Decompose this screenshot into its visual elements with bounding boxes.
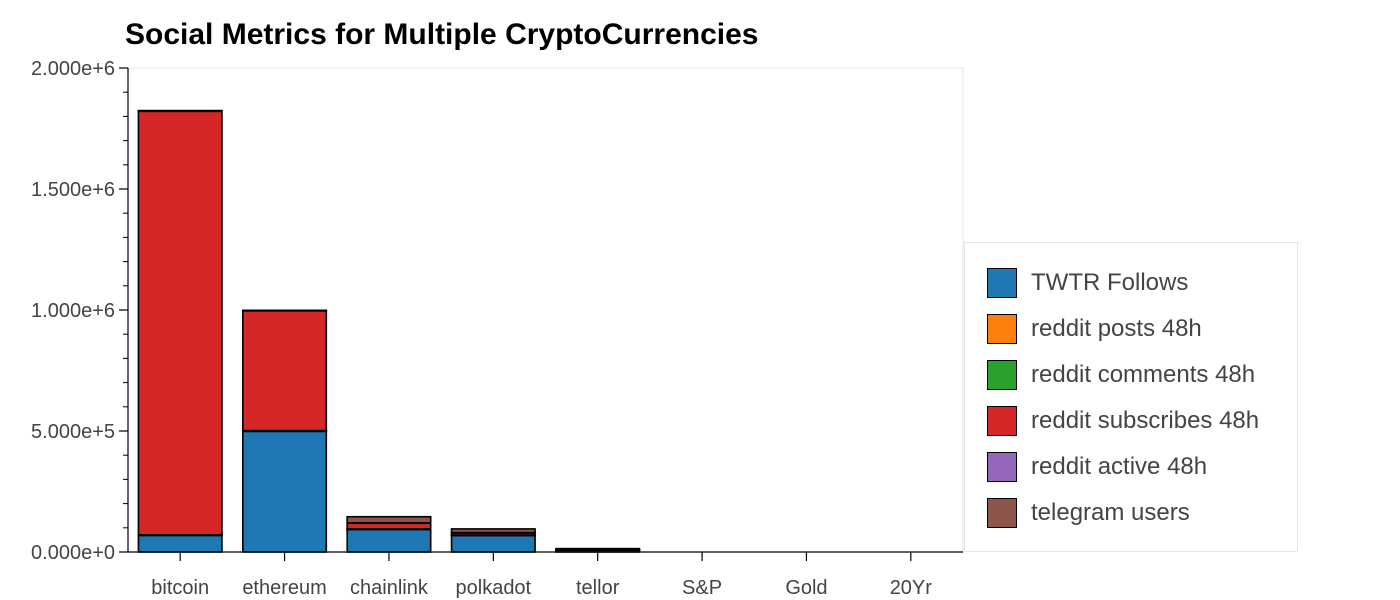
x-tick-label: polkadot bbox=[456, 577, 532, 599]
legend-item: reddit comments 48h bbox=[987, 358, 1255, 392]
bar-segment-tellor-5 bbox=[555, 547, 641, 551]
chart-title: Social Metrics for Multiple CryptoCurren… bbox=[125, 18, 759, 51]
bar-segment-bitcoin-3 bbox=[137, 110, 223, 536]
legend-item: telegram users bbox=[987, 496, 1190, 530]
x-tick-label: tellor bbox=[576, 577, 620, 599]
legend-label: TWTR Follows bbox=[1031, 269, 1189, 296]
bar-segment-polkadot-0 bbox=[450, 534, 536, 553]
legend-label: reddit active 48h bbox=[1031, 453, 1208, 480]
bar-segment-ethereum-4 bbox=[242, 309, 328, 312]
x-tick-label: S&P bbox=[682, 577, 722, 599]
legend-swatch bbox=[987, 360, 1017, 390]
y-tick-label: 5.000e+5 bbox=[31, 421, 115, 443]
x-tick-label: 20Yr bbox=[890, 577, 933, 599]
chart-legend: TWTR Follows reddit posts 48h reddit comme… bbox=[964, 242, 1298, 552]
legend-label: reddit posts 48h bbox=[1031, 315, 1202, 342]
bar-segment-bitcoin-4 bbox=[137, 109, 223, 113]
y-tick-label: 0.000e+0 bbox=[31, 542, 115, 564]
x-tick-label: bitcoin bbox=[151, 577, 209, 599]
legend-label: telegram users bbox=[1031, 499, 1190, 526]
bar-segment-bitcoin-0 bbox=[137, 534, 223, 553]
legend-swatch bbox=[987, 452, 1017, 482]
x-tick-label: Gold bbox=[785, 577, 827, 599]
x-tick-label: chainlink bbox=[350, 577, 429, 599]
bar-segment-chainlink-0 bbox=[346, 528, 432, 553]
y-tick-label: 1.500e+6 bbox=[31, 179, 115, 201]
bar-segment-polkadot-5 bbox=[450, 528, 536, 534]
legend-swatch bbox=[987, 268, 1017, 298]
bar-segment-ethereum-0 bbox=[242, 430, 328, 553]
legend-item: TWTR Follows bbox=[987, 266, 1188, 300]
legend-swatch bbox=[987, 498, 1017, 528]
bar-segment-chainlink-5 bbox=[346, 515, 432, 524]
legend-label: reddit subscribes 48h bbox=[1031, 407, 1260, 434]
y-tick-label: 2.000e+6 bbox=[31, 58, 115, 80]
bar-segment-ethereum-3 bbox=[242, 309, 328, 432]
legend-item: reddit active 48h bbox=[987, 450, 1207, 484]
x-tick-label: ethereum bbox=[242, 577, 327, 599]
legend-item: reddit posts 48h bbox=[987, 312, 1202, 346]
y-tick-label: 1.000e+6 bbox=[31, 300, 115, 322]
legend-label: reddit comments 48h bbox=[1031, 361, 1256, 388]
legend-swatch bbox=[987, 314, 1017, 344]
legend-item: reddit subscribes 48h bbox=[987, 404, 1259, 438]
legend-swatch bbox=[987, 406, 1017, 436]
